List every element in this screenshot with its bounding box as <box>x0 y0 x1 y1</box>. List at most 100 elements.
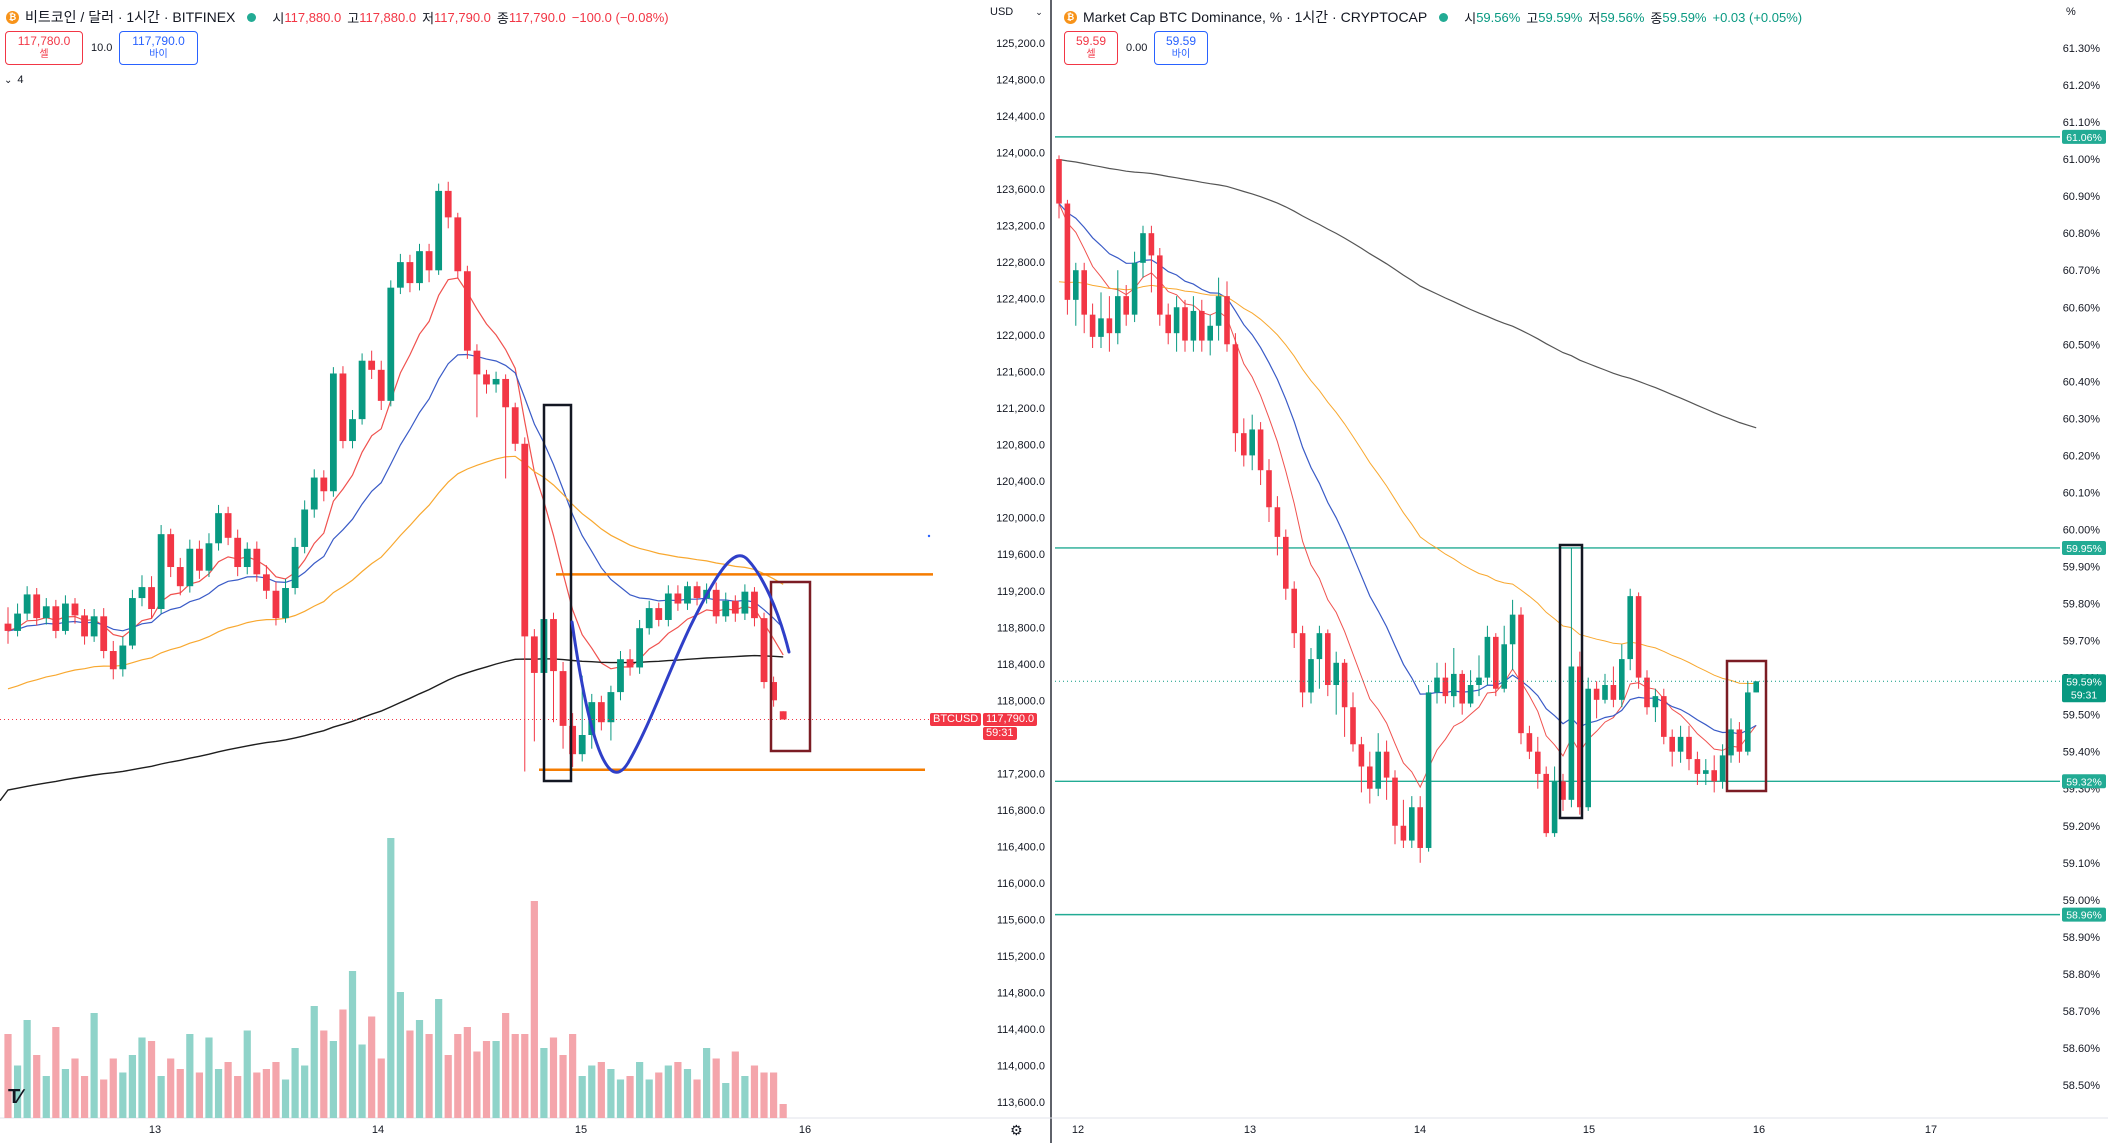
y-tick-label: 61.10% <box>2063 117 2101 129</box>
candle-body <box>617 659 624 693</box>
volume-bar <box>674 1062 682 1118</box>
high-label: 고 <box>347 10 360 26</box>
buy-button[interactable]: 59.59 바이 <box>1154 31 1208 65</box>
candle-body <box>416 251 423 284</box>
candle-body <box>1593 688 1600 700</box>
y-tick-label: 60.00% <box>2063 524 2101 536</box>
candle-body <box>81 615 88 637</box>
volume-bar <box>444 1055 452 1118</box>
candle-body <box>674 593 682 604</box>
candle-body <box>1619 659 1625 700</box>
candle-body <box>1736 729 1743 752</box>
volume-bar <box>779 1104 787 1118</box>
candle-body <box>1451 673 1457 697</box>
volume-bar <box>109 1058 117 1118</box>
x-tick-label: 15 <box>1583 1124 1595 1136</box>
volume-bar <box>42 1076 50 1118</box>
candle-body <box>435 190 443 271</box>
high-label: 고 <box>1526 10 1539 26</box>
y-tick-label: 125,200.0 <box>996 38 1045 50</box>
y-tick-label: 122,800.0 <box>996 257 1045 269</box>
sell-button[interactable]: 117,780.0 셀 <box>5 31 83 65</box>
last-price-badge-bg <box>2062 674 2106 703</box>
buy-button[interactable]: 117,790.0 바이 <box>119 31 198 65</box>
y-tick-label: 118,800.0 <box>997 622 1045 634</box>
candle-body <box>597 702 605 723</box>
volume-bar <box>760 1072 768 1118</box>
candle-body <box>1358 744 1365 767</box>
y-tick-label: 60.40% <box>2063 376 2101 388</box>
buy-label: 바이 <box>1171 49 1191 60</box>
high-value: 59.59% <box>1538 9 1583 25</box>
left-legend: ₿ 비트코인 / 달러 · 1시간 · BITFINEX 시 117,880.0… <box>6 7 669 27</box>
volume-bar <box>4 1034 12 1118</box>
candle-body <box>1467 685 1474 704</box>
indicator-toggle[interactable]: ⌄ 4 <box>4 74 24 86</box>
candle-body <box>157 534 165 610</box>
right-legend: ₿ Market Cap BTC Dominance, % · 1시간 · CR… <box>1064 7 1802 27</box>
volume-bar <box>703 1048 711 1118</box>
candle-body <box>1392 777 1398 826</box>
change-value: +0.03 (+0.05%) <box>1712 9 1803 25</box>
volume-bar <box>224 1062 232 1118</box>
candle-body <box>23 594 31 614</box>
candle-body <box>14 613 21 631</box>
candle-body <box>1106 318 1113 334</box>
candle-body <box>588 702 596 736</box>
candle-body <box>569 725 577 755</box>
candle-body <box>473 350 481 375</box>
volume-bar <box>71 1058 79 1118</box>
volume-bar <box>243 1030 251 1118</box>
level-badge-label: 59.32% <box>2066 776 2102 788</box>
y-tick-label: 58.90% <box>2063 932 2101 944</box>
candle-body <box>722 600 730 617</box>
y-tick-label: 59.70% <box>2063 636 2101 648</box>
candle-body <box>253 548 261 575</box>
candle-body <box>1493 636 1499 689</box>
bitcoin-icon: ₿ <box>1064 10 1077 24</box>
moving-average-line <box>1058 158 1757 429</box>
candle-body <box>205 543 213 571</box>
y-tick-label: 121,600.0 <box>996 367 1045 379</box>
percent-unit-label[interactable]: % <box>2066 6 2076 18</box>
candle-body <box>521 443 529 637</box>
right-symbol-title[interactable]: Market Cap BTC Dominance, % · 1시간 · CRYP… <box>1083 9 1428 25</box>
candle-body <box>368 360 376 370</box>
candle-body <box>645 608 653 629</box>
currency-label: USD <box>990 6 1014 18</box>
candle-body <box>52 606 60 631</box>
y-tick-label: 123,200.0 <box>996 221 1045 233</box>
candle-body <box>1257 429 1264 471</box>
sell-button[interactable]: 59.59 셀 <box>1064 31 1118 65</box>
x-tick-label: 16 <box>1753 1124 1765 1136</box>
volume-bar <box>492 1041 500 1118</box>
volume-bar <box>167 1058 175 1118</box>
candle-body <box>129 598 136 646</box>
candle-body <box>1207 325 1213 341</box>
candle-body <box>272 590 280 619</box>
y-tick-label: 60.20% <box>2063 450 2101 462</box>
gear-icon[interactable]: ⚙ <box>1010 1122 1023 1138</box>
candle-body <box>578 735 586 755</box>
y-tick-label: 114,000.0 <box>997 1060 1045 1072</box>
currency-selector[interactable]: USD ⌄ <box>990 6 1043 18</box>
open-label: 시 <box>1464 10 1477 26</box>
candle-body <box>1274 507 1281 537</box>
candle-body <box>1425 692 1432 848</box>
candle-body <box>1652 696 1659 708</box>
volume-bar <box>511 1034 519 1118</box>
volume-bar <box>626 1076 634 1118</box>
candle-body <box>119 645 127 670</box>
candle-body <box>636 628 644 668</box>
volume-bar <box>540 1048 548 1118</box>
left-symbol-title[interactable]: 비트코인 / 달러 · 1시간 · BITFINEX <box>25 9 236 25</box>
candle-body <box>664 593 672 620</box>
candle-body <box>1266 470 1272 508</box>
candle-body <box>1568 666 1575 800</box>
candle-body <box>1157 255 1163 315</box>
volume-bar <box>597 1062 605 1118</box>
candle-body <box>1560 781 1566 800</box>
candle-body <box>176 567 184 587</box>
x-tick-label: 13 <box>149 1124 161 1136</box>
y-tick-label: 114,400.0 <box>997 1024 1045 1036</box>
